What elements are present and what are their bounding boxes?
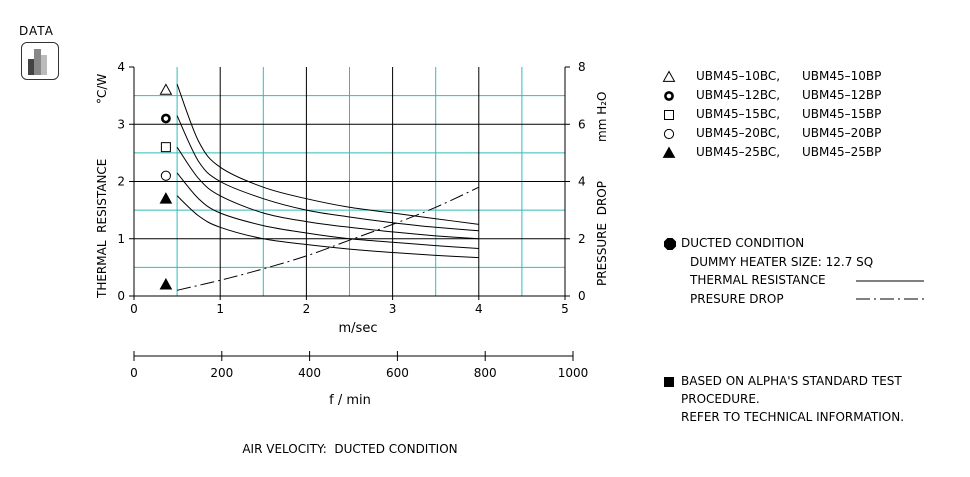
y-left-tick-label: 0 (117, 289, 125, 303)
y-right-tick-label: 0 (578, 289, 586, 303)
series-marker-3 (160, 142, 171, 153)
series-line-4 (176, 172, 479, 249)
legend-marker-3 (664, 110, 674, 120)
x-tick-label: 5 (561, 302, 569, 316)
data-badge-icon (21, 42, 59, 80)
chart-markers (159, 83, 173, 290)
ducted-icon (664, 238, 676, 253)
legend-marker-2 (664, 91, 674, 101)
x2-tick-label: 0 (130, 366, 138, 380)
y-left-tick-label: 4 (117, 60, 125, 74)
series-line-2 (176, 115, 479, 232)
heater-size: DUMMY HEATER SIZE: 12.7 SQ (690, 255, 874, 269)
legend-model-bc: UBM45–25BC, (696, 145, 781, 159)
y-right-label: PRESSURE DROP (595, 181, 609, 286)
y-left-tick-label: 3 (117, 117, 125, 131)
legend-symbol-2 (664, 91, 674, 101)
pressure-drop-line (176, 186, 480, 291)
x-axis-label: m/sec (339, 321, 378, 336)
series-line-3 (176, 146, 479, 240)
data-badge-label: DATA (19, 24, 54, 38)
y-left-unit: °C/W (95, 74, 109, 104)
legend-symbol-4 (663, 128, 675, 140)
series-marker-5 (159, 192, 173, 204)
legend-symbol-3 (664, 110, 674, 120)
legend-model-bp: UBM45–12BP (802, 88, 882, 102)
chart-series (176, 84, 480, 291)
x-tick-label: 4 (475, 302, 483, 316)
pressure-drop-key: PRESURE DROP (690, 292, 784, 306)
series-line-5 (176, 195, 479, 259)
y-right-tick-label: 2 (578, 232, 586, 246)
note-square-icon (664, 376, 674, 390)
legend-line-samples (856, 280, 924, 300)
legend-model-bp: UBM45–10BP (802, 69, 882, 83)
chart-grid (134, 67, 565, 296)
x-tick-label: 1 (216, 302, 224, 316)
series-marker-1 (159, 83, 173, 95)
y-left-label: THERMAL RESISTANCE (95, 159, 109, 299)
pressure-drop-marker (159, 278, 173, 290)
series-marker-4 (160, 170, 171, 181)
note-line-2: PROCEDURE. (681, 392, 760, 406)
y-right-tick-label: 4 (578, 175, 586, 189)
legend-model-bc: UBM45–10BC, (696, 69, 781, 83)
legend-model-bc: UBM45–15BC, (696, 107, 781, 121)
x2-tick-label: 1000 (558, 366, 589, 380)
x-tick-label: 3 (389, 302, 397, 316)
ducted-title: DUCTED CONDITION (681, 236, 805, 250)
legend-model-bp: UBM45–15BP (802, 107, 882, 121)
y-left-tick-label: 1 (117, 232, 125, 246)
y-right-tick-label: 6 (578, 117, 586, 131)
legend-symbol-5 (662, 146, 676, 158)
series-line-1 (176, 84, 479, 225)
x2-tick-label: 600 (386, 366, 409, 380)
legend-model-bp: UBM45–25BP (802, 145, 882, 159)
y-right-unit: mm H₂O (595, 92, 609, 142)
legend-model-bp: UBM45–20BP (802, 126, 882, 140)
legend-marker-5 (662, 146, 676, 158)
x2-tick-label: 200 (210, 366, 233, 380)
thermal-resistance-key: THERMAL RESISTANCE (690, 273, 826, 287)
y-left-tick-label: 2 (117, 175, 125, 189)
legend-model-bc: UBM45–20BC, (696, 126, 781, 140)
y-right-tick-label: 8 (578, 60, 586, 74)
x-tick-label: 2 (303, 302, 311, 316)
legend-model-bc: UBM45–12BC, (696, 88, 781, 102)
series-marker-2 (160, 113, 171, 124)
x2-tick-label: 800 (474, 366, 497, 380)
legend-symbol-1 (662, 70, 676, 82)
x-tick-label: 0 (130, 302, 138, 316)
data-badge: DATA (19, 24, 61, 84)
legend-marker-4 (663, 128, 675, 140)
chart-caption: AIR VELOCITY: DUCTED CONDITION (242, 442, 457, 456)
x2-tick-label: 400 (298, 366, 321, 380)
legend-marker-1 (662, 70, 676, 82)
note-line-1: BASED ON ALPHA'S STANDARD TEST (681, 374, 902, 388)
note-line-3: REFER TO TECHNICAL INFORMATION. (681, 410, 905, 424)
x2-axis-label: f / min (329, 393, 371, 408)
